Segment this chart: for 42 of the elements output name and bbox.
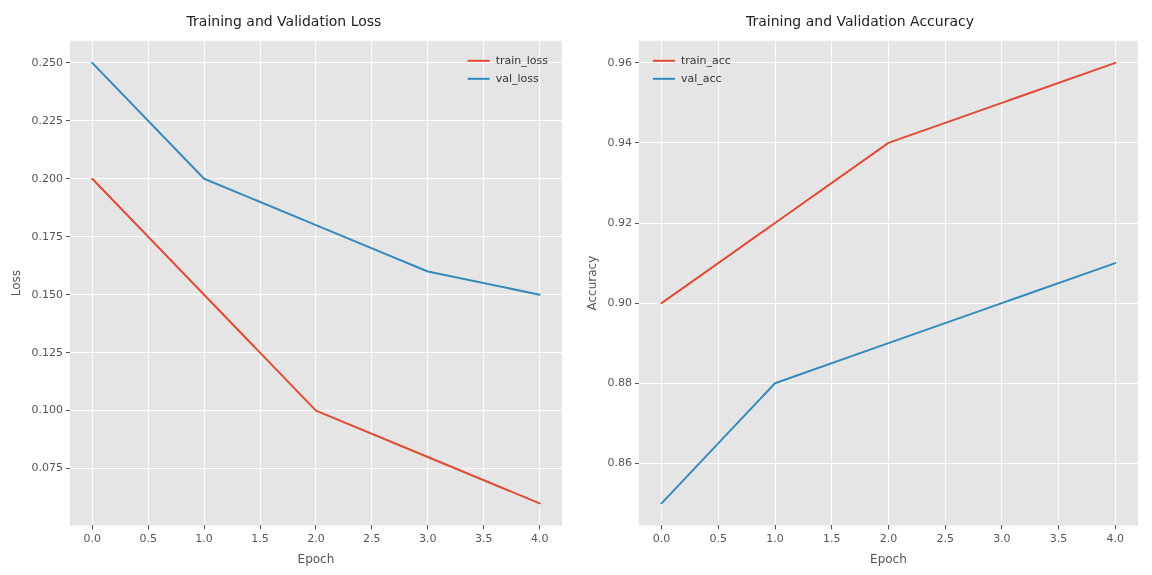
y-tick-label: 0.92: [607, 215, 632, 229]
y-tick-label: 0.96: [607, 55, 632, 69]
x-tick-label: 3.0: [993, 531, 1011, 545]
y-tick-label: 0.94: [607, 135, 632, 149]
x-axis-title: Epoch: [870, 551, 907, 566]
y-tick-label: 0.88: [607, 376, 632, 390]
x-tick-label: 4.0: [530, 531, 549, 545]
chart-title: Training and Validation Loss: [185, 13, 382, 30]
x-tick-label: 1.0: [766, 531, 784, 545]
y-axis-title: Accuracy: [585, 255, 600, 311]
y-tick-label: 0.075: [31, 461, 63, 475]
x-tick-label: 0.5: [709, 531, 728, 545]
y-tick-label: 0.150: [31, 287, 63, 301]
x-tick-label: 1.0: [195, 531, 213, 545]
legend-label: train_loss: [495, 53, 549, 67]
x-tick-label: 0.0: [83, 531, 102, 545]
x-tick-label: 0.5: [139, 531, 157, 545]
x-tick-label: 3.5: [474, 531, 493, 545]
x-tick-label: 3.0: [419, 531, 437, 545]
x-tick-label: 1.5: [822, 531, 841, 545]
x-axis-title: Epoch: [297, 551, 335, 566]
x-tick-label: 2.0: [879, 531, 898, 545]
y-tick-label: 0.100: [31, 403, 63, 417]
x-tick-label: 4.0: [1106, 531, 1125, 545]
legend-label: train_acc: [680, 53, 731, 67]
legend-label: val_loss: [495, 71, 539, 85]
x-tick-label: 3.5: [1049, 531, 1068, 545]
y-tick-label: 0.90: [607, 295, 632, 309]
y-tick-label: 0.86: [607, 456, 632, 470]
x-tick-label: 0.0: [652, 531, 671, 545]
x-tick-label: 2.5: [936, 531, 954, 545]
y-tick-label: 0.175: [31, 229, 63, 243]
x-tick-label: 2.5: [363, 531, 381, 545]
x-tick-label: 1.5: [251, 531, 269, 545]
y-axis-title: Loss: [9, 269, 24, 297]
chart-title: Training and Validation Accuracy: [745, 13, 974, 30]
y-tick-label: 0.200: [31, 171, 63, 185]
legend-label: val_acc: [680, 71, 722, 85]
y-tick-label: 0.125: [31, 345, 63, 359]
y-tick-label: 0.225: [31, 113, 63, 127]
x-tick-label: 2.0: [307, 531, 325, 545]
y-tick-label: 0.250: [31, 55, 63, 69]
